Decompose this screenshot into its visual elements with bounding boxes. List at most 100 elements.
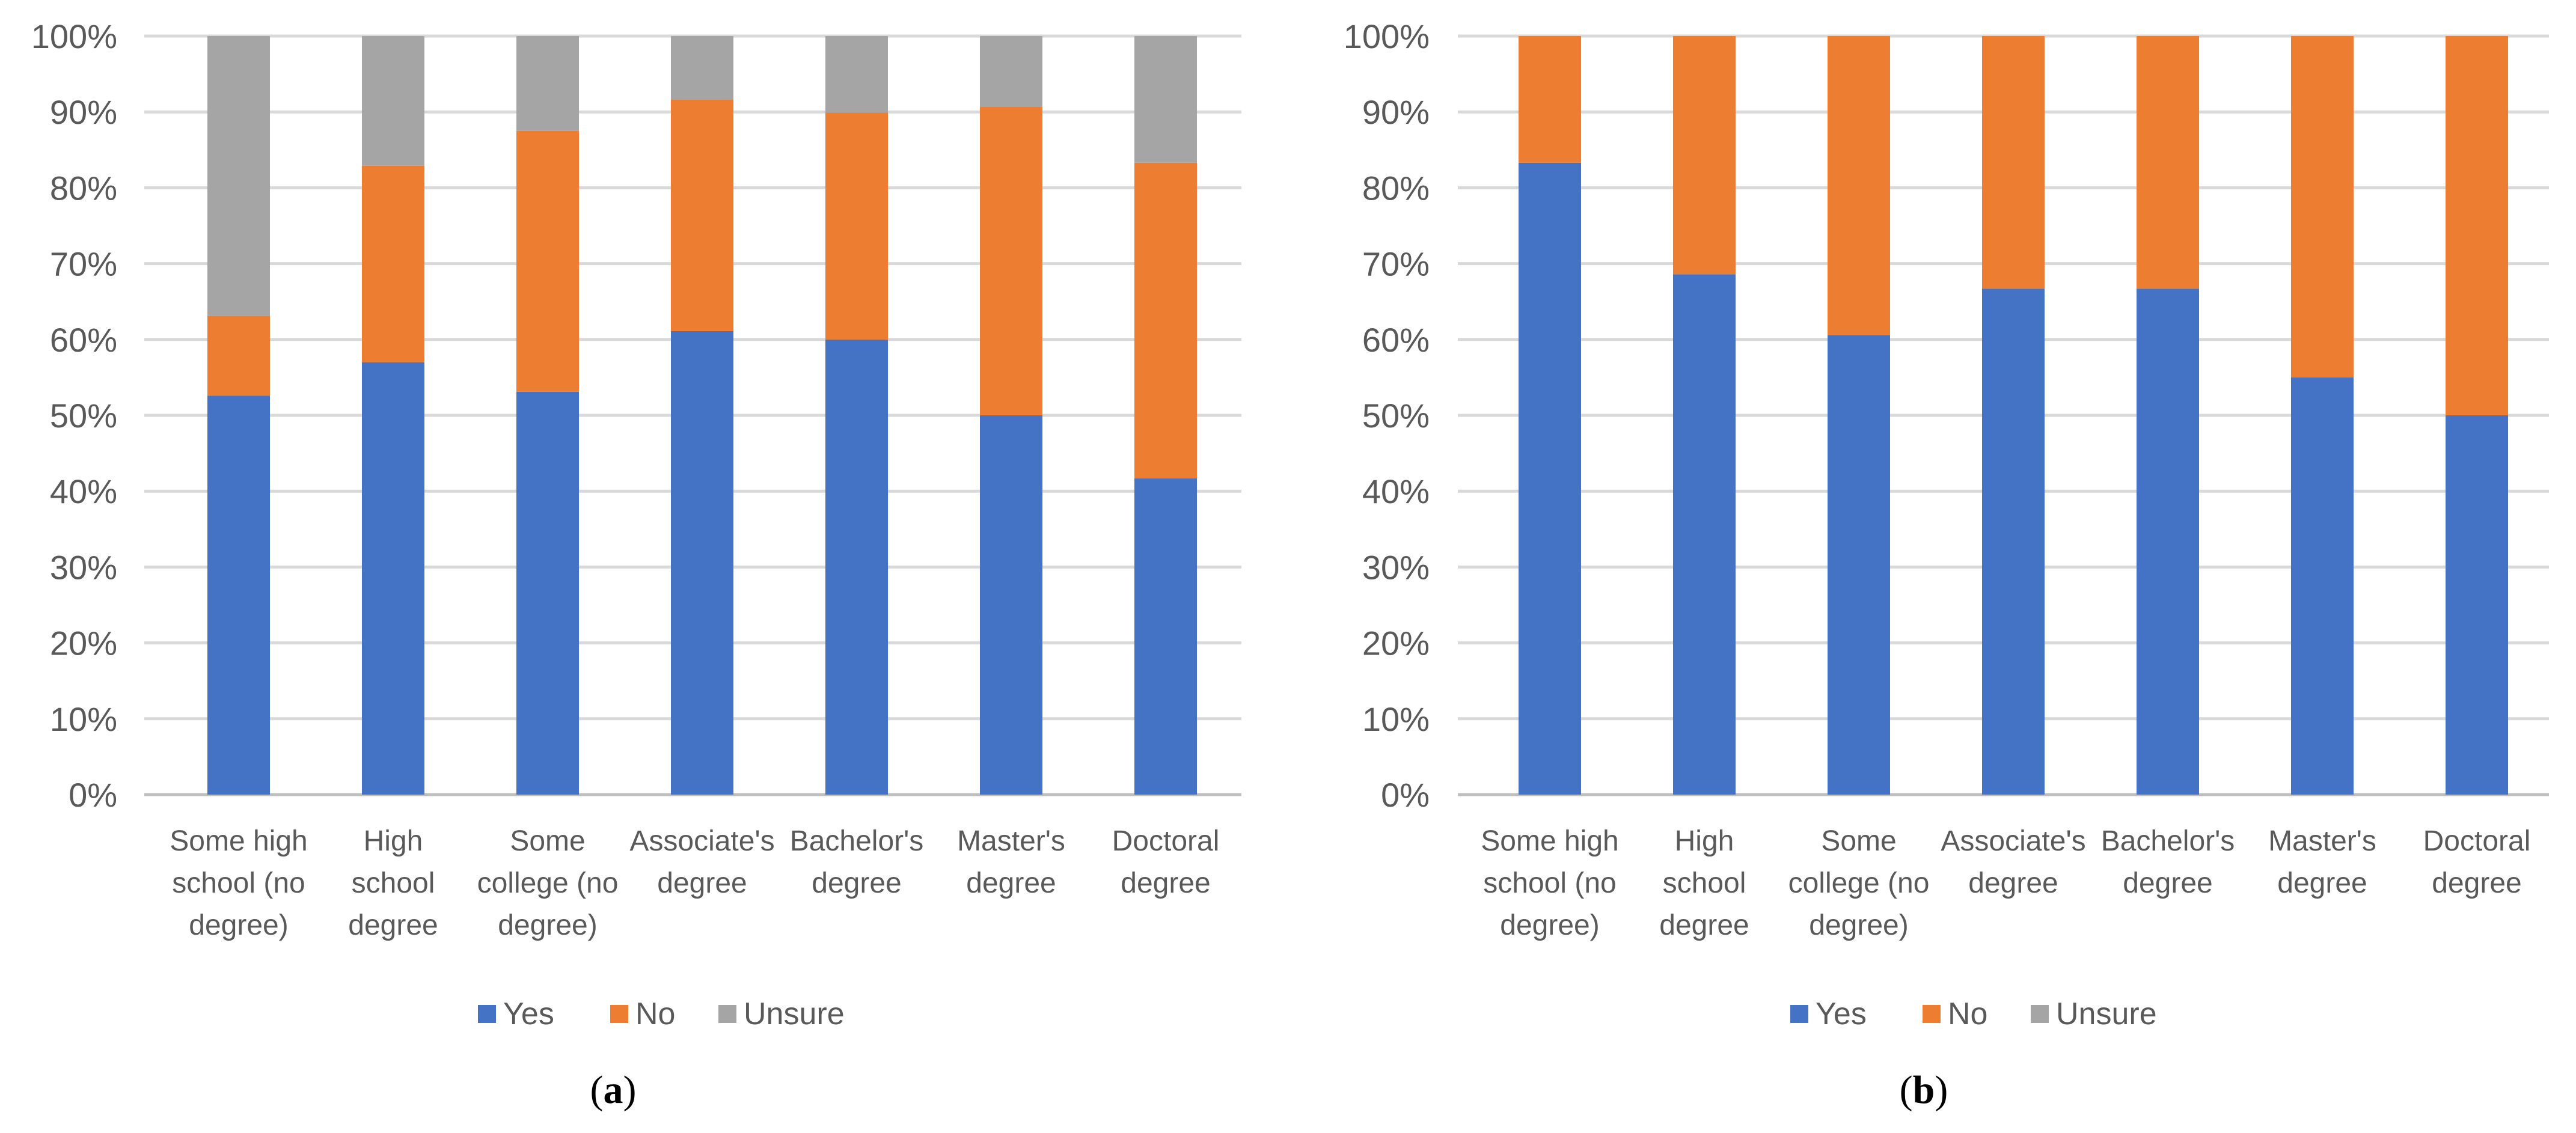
y-tick-label: 0% bbox=[69, 776, 117, 814]
x-category-label: Some college (no degree) bbox=[1788, 825, 1930, 941]
legend: Yes No Unsure bbox=[478, 997, 845, 1031]
bar-segment-yes bbox=[2137, 289, 2199, 795]
y-tick-label: 0% bbox=[1381, 776, 1430, 814]
y-tick-label: 50% bbox=[1362, 397, 1430, 435]
bar-segment-no bbox=[980, 106, 1042, 416]
bar-segment-no bbox=[516, 130, 579, 392]
bar-segment-no bbox=[2137, 36, 2199, 289]
bar-segment-unsure bbox=[671, 36, 733, 100]
x-category-label: Doctoral degree bbox=[2423, 825, 2531, 899]
x-category-label-line: degree) bbox=[189, 909, 288, 941]
bar-segment-yes bbox=[2291, 377, 2354, 795]
bar-segment-no bbox=[671, 100, 733, 331]
x-category-label-line: High bbox=[364, 825, 423, 857]
x-category-label-line: Some bbox=[1821, 825, 1896, 857]
bar-segment-unsure bbox=[825, 36, 888, 113]
legend-swatch-unsure bbox=[2031, 1005, 2049, 1023]
x-category-label-line: High bbox=[1675, 825, 1734, 857]
x-category-label-line: degree bbox=[812, 867, 901, 899]
panel-label: (a) bbox=[590, 1068, 637, 1112]
bar-segment-yes bbox=[2446, 415, 2508, 795]
y-tick-label: 30% bbox=[50, 548, 117, 586]
x-category-label-line: degree bbox=[348, 909, 438, 941]
x-category-label-line: school bbox=[352, 867, 435, 899]
bar-segment-yes bbox=[1828, 335, 1890, 795]
legend-label-no: No bbox=[1948, 997, 1987, 1031]
y-tick-label: 80% bbox=[50, 169, 117, 207]
x-category-label-line: Master's bbox=[957, 825, 1065, 857]
panel-label-close-paren: ) bbox=[1935, 1068, 1948, 1112]
bar-segment-unsure bbox=[980, 36, 1042, 107]
legend-swatch-no bbox=[610, 1005, 628, 1023]
bar-segment-yes bbox=[1673, 274, 1736, 795]
bar-segment-no bbox=[1828, 36, 1890, 335]
bar-segment-unsure bbox=[207, 36, 270, 316]
bar-segment-yes bbox=[207, 395, 270, 795]
panel-label-letter: a bbox=[604, 1068, 623, 1112]
x-category-label-line: Bachelor's bbox=[2101, 825, 2235, 857]
y-tick-label: 20% bbox=[50, 625, 117, 662]
x-category-label-line: degree bbox=[1121, 867, 1210, 899]
y-tick-label: 60% bbox=[1362, 321, 1430, 359]
x-category-label-line: Associate's bbox=[1941, 825, 2085, 857]
y-tick-label: 20% bbox=[1362, 625, 1430, 662]
bar-segment-unsure bbox=[1134, 36, 1197, 163]
legend-swatch-yes bbox=[1790, 1005, 1808, 1023]
panel-label-letter: b bbox=[1913, 1068, 1935, 1112]
bar-segment-unsure bbox=[362, 36, 424, 166]
panel-label: (b) bbox=[1900, 1068, 1948, 1112]
y-tick-label: 100% bbox=[31, 17, 117, 55]
x-category-label: Master's degree bbox=[2268, 825, 2376, 899]
x-category-label-line: Master's bbox=[2268, 825, 2376, 857]
x-category-label-line: Some bbox=[510, 825, 585, 857]
x-category-label-line: Doctoral bbox=[1112, 825, 1220, 857]
x-category-label-line: degree bbox=[966, 867, 1056, 899]
y-tick-label: 70% bbox=[1362, 245, 1430, 283]
x-category-label: Some college (no degree) bbox=[477, 825, 619, 941]
legend: Yes No Unsure bbox=[1790, 997, 2157, 1031]
x-category-label-line: degree) bbox=[498, 909, 597, 941]
x-category-label-line: degree bbox=[2432, 867, 2521, 899]
bar-segment-yes bbox=[980, 415, 1042, 795]
x-category-label-line: Bachelor's bbox=[790, 825, 924, 857]
bar-segment-no bbox=[362, 165, 424, 362]
y-tick-label: 40% bbox=[1362, 472, 1430, 510]
x-category-label: High school degree bbox=[348, 825, 438, 941]
bar-segment-yes bbox=[1519, 162, 1581, 795]
legend-label-yes: Yes bbox=[503, 997, 554, 1031]
legend-label-unsure: Unsure bbox=[2056, 997, 2157, 1031]
bar-segment-no bbox=[2291, 36, 2354, 377]
x-category-label-line: degree) bbox=[1500, 909, 1599, 941]
x-category-label: Associate's degree bbox=[1941, 825, 2085, 899]
bar-segment-no bbox=[1134, 162, 1197, 478]
bar-segment-yes bbox=[825, 339, 888, 795]
x-category-label-line: degree bbox=[1659, 909, 1749, 941]
y-tick-label: 70% bbox=[50, 245, 117, 283]
chart-panel-a: 0% 10% 20% 30% 40% 50% 60% 70% 80% 90% 100% Some hi… bbox=[31, 17, 1241, 1112]
chart-panel-b: 0% 10% 20% 30% 40% 50% 60% 70% 80% 90% 100% Some hi… bbox=[1344, 17, 2549, 1112]
y-tick-label: 10% bbox=[50, 700, 117, 738]
x-category-label-line: school bbox=[1663, 867, 1746, 899]
y-tick-label: 90% bbox=[50, 93, 117, 131]
legend-label-yes: Yes bbox=[1816, 997, 1867, 1031]
legend-swatch-unsure bbox=[718, 1005, 736, 1023]
x-category-label-line: Some high bbox=[1481, 825, 1618, 857]
x-category-label-line: degree bbox=[2123, 867, 2212, 899]
x-category-label-line: degree bbox=[2277, 867, 2367, 899]
y-tick-label: 40% bbox=[50, 472, 117, 510]
x-category-label: Bachelor's degree bbox=[790, 825, 924, 899]
x-category-label-line: school (no bbox=[172, 867, 305, 899]
legend-label-no: No bbox=[635, 997, 675, 1031]
y-tick-label: 80% bbox=[1362, 169, 1430, 207]
x-category-label-line: school (no bbox=[1483, 867, 1616, 899]
y-tick-label: 100% bbox=[1344, 17, 1430, 55]
bar-segment-no bbox=[1673, 36, 1736, 275]
x-category-label-line: college (no bbox=[1788, 867, 1930, 899]
x-category-label: Associate's degree bbox=[629, 825, 774, 899]
x-category-label: Doctoral degree bbox=[1112, 825, 1220, 899]
y-tick-label: 90% bbox=[1362, 93, 1430, 131]
x-category-label-line: Associate's bbox=[629, 825, 774, 857]
panel-label-close-paren: ) bbox=[623, 1068, 637, 1112]
x-category-label-line: degree) bbox=[1809, 909, 1908, 941]
